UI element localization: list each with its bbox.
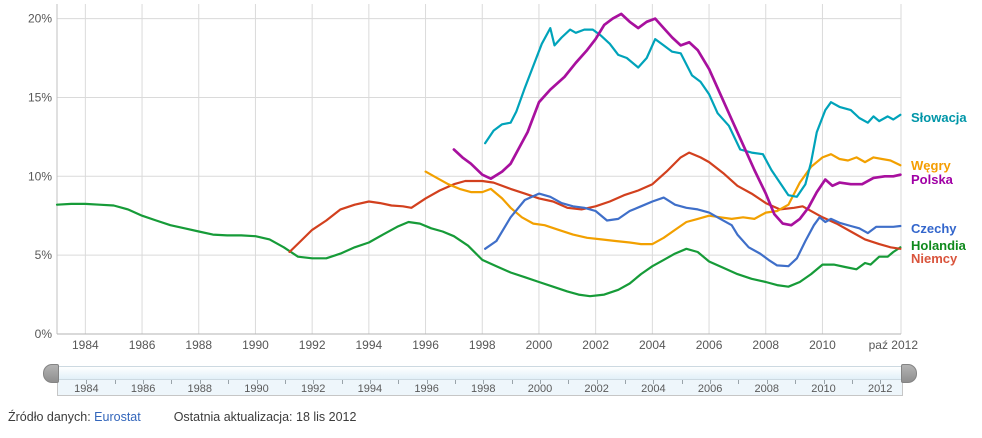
slider-tick-2008 xyxy=(766,380,768,384)
slider-track[interactable] xyxy=(57,366,903,380)
slider-year-label-1984: 1984 xyxy=(74,383,99,395)
x-tick-label: 2006 xyxy=(696,338,723,352)
slider-tick-2000 xyxy=(540,380,541,384)
x-tick-label: 2002 xyxy=(582,338,609,352)
y-tick-label-10: 10% xyxy=(28,169,52,183)
slider-tick-1998 xyxy=(483,380,485,384)
slider-tick-2009 xyxy=(795,380,797,384)
slider-tick-2002 xyxy=(596,380,598,384)
x-tick-label: 2004 xyxy=(639,338,666,352)
slider-tick-1993 xyxy=(341,380,343,384)
slider-year-label-2010: 2010 xyxy=(811,383,836,395)
x-tick-label: 1986 xyxy=(129,338,156,352)
x-tick-label: 2008 xyxy=(752,338,779,352)
slider-tick-2007 xyxy=(738,380,740,384)
x-tick-label: 1984 xyxy=(72,338,99,352)
x-tick-label: 1996 xyxy=(412,338,439,352)
legend-label-niemcy: Niemcy xyxy=(911,251,958,266)
slider-tick-2012 xyxy=(880,380,882,384)
slider-year-label-1986: 1986 xyxy=(130,383,156,395)
slider-tick-1999 xyxy=(511,380,513,384)
slider-tick-1986 xyxy=(143,380,145,384)
slider-tick-2005 xyxy=(681,380,683,384)
slider-year-label-1996: 1996 xyxy=(414,383,439,395)
y-tick-label-20: 20% xyxy=(28,12,52,26)
slider-year-label-1990: 1990 xyxy=(244,383,269,395)
slider-tick-2004 xyxy=(653,380,655,384)
series-line-holandia[interactable] xyxy=(55,202,902,298)
y-tick-label-0: 0% xyxy=(35,327,53,341)
slider-tick-1992 xyxy=(313,380,315,384)
slider-tick-1997 xyxy=(454,380,456,384)
slider-tick-2006 xyxy=(710,380,712,384)
slider-tick-1996 xyxy=(426,380,428,384)
slider-tick-2001 xyxy=(568,380,570,384)
slider-year-label-1992: 1992 xyxy=(300,383,326,395)
series-line-węgry[interactable] xyxy=(424,153,902,246)
y-tick-label-15: 15% xyxy=(28,90,52,104)
slider-year-label-1988: 1988 xyxy=(187,383,213,395)
slider-year-label-2002: 2002 xyxy=(584,383,609,395)
slider-year-label-2006: 2006 xyxy=(697,383,723,395)
source-label: Źródło danych: xyxy=(8,410,91,424)
slider-tick-1988 xyxy=(199,380,201,384)
slider-tick-1990 xyxy=(256,380,258,384)
legend-label-polska: Polska xyxy=(911,172,954,187)
slider-axis-band: 1984 1986 1988 1990 1992 1994 1996 1998 2000 2002… xyxy=(57,380,903,396)
x-tick-label: 1990 xyxy=(242,338,269,352)
legend-label-holandia: Holandia xyxy=(911,238,967,253)
slider-tick-1994 xyxy=(369,380,371,384)
slider-tick-2011 xyxy=(851,380,853,384)
time-range-slider[interactable]: 1984 1986 1988 1990 1992 1994 1996 1998 2000 2002… xyxy=(43,364,917,396)
slider-tick-1985 xyxy=(114,380,116,384)
slider-tick-1991 xyxy=(284,380,286,384)
slider-handle-right[interactable] xyxy=(901,364,917,383)
legend-label-słowacja: Słowacja xyxy=(911,110,967,125)
series-line-niemcy[interactable] xyxy=(288,151,902,254)
slider-year-label-2008: 2008 xyxy=(754,383,780,395)
x-tick-label: 1992 xyxy=(299,338,326,352)
x-tick-label: 2000 xyxy=(526,338,553,352)
x-tick-label: 2010 xyxy=(809,338,836,352)
slider-tick-1987 xyxy=(171,380,173,384)
slider-year-label-2012: 2012 xyxy=(867,383,893,395)
legend-label-czechy: Czechy xyxy=(911,221,957,236)
slider-year-label-2004: 2004 xyxy=(641,383,666,395)
slider-tick-1989 xyxy=(228,380,230,384)
slider-year-label-2000: 2000 xyxy=(527,383,553,395)
chart-footer: Źródło danych: Eurostat Ostatnia aktuali… xyxy=(8,410,356,424)
x-tick-label: 1988 xyxy=(185,338,212,352)
slider-tick-1984 xyxy=(86,380,88,384)
series-line-słowacja[interactable] xyxy=(484,27,902,198)
eurostat-link[interactable]: Eurostat xyxy=(94,410,141,424)
last-update-label: Ostatnia aktualizacja: 18 lis 2012 xyxy=(173,410,357,424)
series-line-czechy[interactable] xyxy=(484,192,902,268)
slider-tick-2010 xyxy=(823,380,825,384)
legend-label-węgry: Węgry xyxy=(911,158,952,173)
series-line-polska[interactable] xyxy=(452,12,902,227)
slider-tick-2003 xyxy=(625,380,626,384)
x-tick-label: 1998 xyxy=(469,338,496,352)
x-tick-label: 1994 xyxy=(355,338,382,352)
y-tick-label-5: 5% xyxy=(35,248,53,262)
unemployment-line-chart: 0% 5% 10% 15% 20% 1984 1986 1988 1990 1992 1994 199… xyxy=(28,4,967,352)
slider-handle-left[interactable] xyxy=(43,364,59,383)
slider-year-label-1994: 1994 xyxy=(357,383,383,395)
slider-year-label-1998: 1998 xyxy=(471,383,496,395)
slider-tick-1995 xyxy=(398,380,400,384)
x-tick-label: paź 2012 xyxy=(869,338,919,352)
